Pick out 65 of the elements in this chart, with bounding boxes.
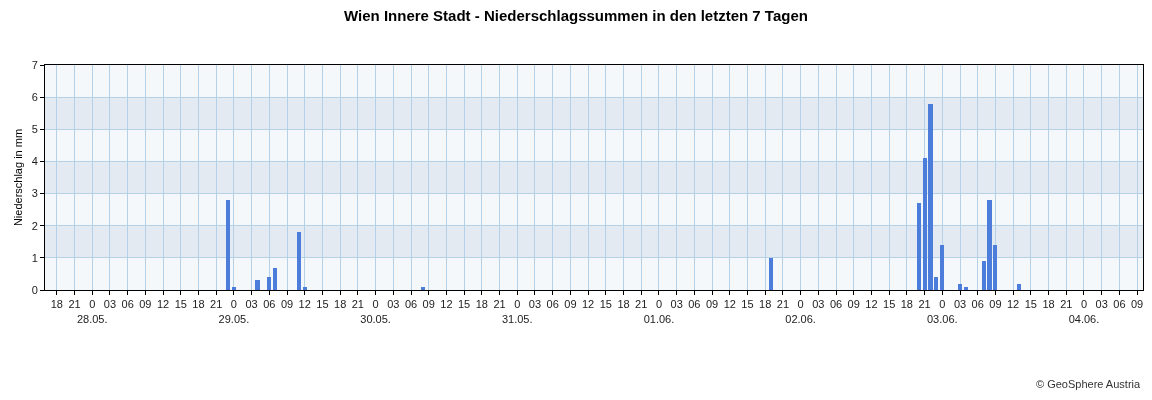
x-tick-label: 18 — [759, 298, 772, 311]
x-tick-label: 06 — [971, 298, 984, 311]
x-tick-label: 18 — [192, 298, 205, 311]
x-tick-label: 09 — [1130, 298, 1144, 311]
x-tick-label: 21 — [68, 298, 81, 311]
x-tick-label: 18 — [900, 298, 913, 311]
x-tick-label: 09 — [705, 298, 719, 311]
x-tick-label: 21 — [918, 298, 931, 311]
x-tick-label: 12 — [156, 298, 170, 311]
y-tick-label: 0 — [31, 283, 38, 296]
x-tick-label: 03 — [953, 298, 967, 311]
x-tick-label: 18 — [475, 298, 488, 311]
x-tick-label: 18 — [617, 298, 630, 311]
x-tick-label: 06 — [1113, 298, 1126, 311]
x-tick-label: 21 — [351, 298, 364, 311]
y-tick-label: 2 — [31, 219, 38, 232]
x-tick-label: 21 — [776, 298, 790, 311]
x-tick-label: 18 — [334, 298, 347, 311]
x-tick-label: 03 — [1095, 298, 1108, 311]
x-tick-label: 12 — [1007, 298, 1020, 311]
x-tick-label: 06 — [829, 298, 843, 311]
x-tick-label: 15 — [458, 298, 471, 311]
x-tick-label: 15 — [1024, 298, 1037, 311]
x-tick-label: 21 — [210, 298, 223, 311]
x-tick-label: 15 — [316, 298, 329, 311]
x-tick-label: 09 — [422, 298, 435, 311]
x-tick-label: 15 — [599, 298, 612, 311]
x-tick-label: 06 — [121, 298, 134, 311]
x-tick-label: 18 — [50, 298, 63, 311]
x-tick-label: 03 — [387, 298, 400, 311]
x-tick-label: 15 — [741, 298, 754, 311]
x-tick-label: 09 — [564, 298, 577, 311]
y-tick-label: 3 — [31, 187, 38, 200]
x-tick-label: 03 — [812, 298, 825, 311]
x-tick-label: 03 — [528, 298, 542, 311]
x-tick-label: 03 — [670, 298, 683, 311]
x-tick-label: 18 — [1042, 298, 1055, 311]
x-tick-label: 12 — [298, 298, 311, 311]
text: © GeoSphere Austria — [1036, 378, 1141, 390]
x-tick-label: 21 — [635, 298, 648, 311]
y-tick-label: 4 — [31, 155, 38, 168]
x-tick-label: 06 — [404, 298, 418, 311]
y-axis-title: Niederschlag in mm — [12, 128, 25, 227]
x-tick-label: 21 — [1060, 298, 1073, 311]
chart-title: Wien Innere Stadt - Niederschlagssummen in den letzten 7 Tagen — [344, 6, 808, 24]
x-tick-label: 09 — [847, 298, 860, 311]
x-tick-label: 09 — [280, 298, 294, 311]
x-tick-label: 21 — [493, 298, 506, 311]
x-tick-label: 06 — [546, 298, 559, 311]
x-tick-label: 03 — [245, 298, 258, 311]
x-tick-label: 12 — [581, 298, 595, 311]
x-tick-label: 06 — [688, 298, 701, 311]
x-tick-label: 12 — [440, 298, 453, 311]
x-tick-label: 15 — [174, 298, 187, 311]
x-tick-label: 15 — [883, 298, 896, 311]
x-tick-label: 06 — [263, 298, 276, 311]
x-tick-label: 12 — [865, 298, 878, 311]
y-tick-label: 6 — [31, 90, 38, 103]
x-tick-label: 03 — [103, 298, 117, 311]
y-tick-label: 7 — [31, 58, 38, 71]
y-tick-label: 1 — [31, 251, 38, 264]
y-tick-label: 5 — [31, 123, 38, 136]
x-tick-label: 09 — [989, 298, 1002, 311]
x-tick-label: 12 — [723, 298, 736, 311]
x-tick-label: 09 — [139, 298, 152, 311]
